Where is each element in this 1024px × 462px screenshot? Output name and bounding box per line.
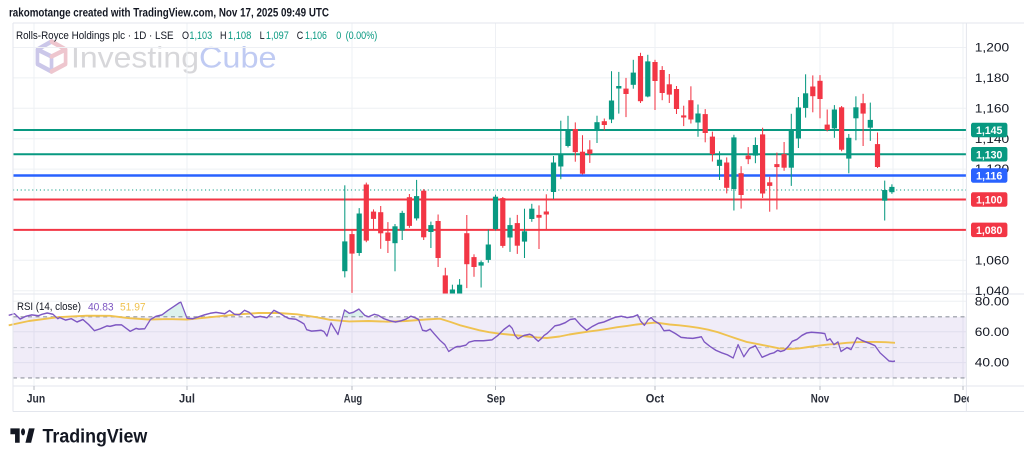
svg-text:60.00: 60.00 bbox=[975, 326, 1009, 339]
svg-text:Sep: Sep bbox=[487, 393, 506, 406]
svg-text:Jun: Jun bbox=[27, 393, 45, 406]
svg-text:H: H bbox=[220, 30, 227, 42]
svg-text:Jul: Jul bbox=[179, 393, 195, 406]
svg-text:1,145: 1,145 bbox=[976, 125, 1003, 137]
svg-text:0: 0 bbox=[336, 30, 341, 42]
svg-text:40.00: 40.00 bbox=[975, 357, 1009, 370]
svg-text:1,116: 1,116 bbox=[976, 171, 1003, 183]
svg-text:80.00: 80.00 bbox=[975, 295, 1009, 308]
svg-text:L: L bbox=[260, 30, 265, 42]
svg-text:O: O bbox=[182, 30, 189, 42]
svg-text:1,130: 1,130 bbox=[976, 150, 1003, 162]
svg-text:Rolls-Royce Holdings plc · 1D: Rolls-Royce Holdings plc · 1D · LSE bbox=[16, 30, 174, 42]
svg-text:Aug: Aug bbox=[344, 393, 362, 406]
svg-text:rakomotange created with Tradi: rakomotange created with TradingView.com… bbox=[9, 7, 329, 20]
svg-text:1,200: 1,200 bbox=[975, 42, 1009, 55]
svg-text:1,160: 1,160 bbox=[975, 102, 1009, 115]
svg-text:40.83: 40.83 bbox=[88, 302, 114, 314]
svg-text:Cube: Cube bbox=[199, 41, 277, 74]
svg-text:RSI (14, close): RSI (14, close) bbox=[17, 301, 81, 313]
svg-text:1,106: 1,106 bbox=[305, 30, 327, 42]
svg-text:1,097: 1,097 bbox=[266, 30, 289, 42]
svg-text:1,108: 1,108 bbox=[228, 30, 252, 42]
svg-text:(0.00%): (0.00%) bbox=[346, 30, 378, 42]
svg-text:C: C bbox=[297, 30, 304, 42]
svg-text:1,040: 1,040 bbox=[975, 285, 1009, 298]
svg-text:1,060: 1,060 bbox=[975, 254, 1009, 267]
svg-text:1,100: 1,100 bbox=[976, 195, 1003, 207]
svg-text:Investing: Investing bbox=[71, 41, 199, 74]
svg-text:1,080: 1,080 bbox=[976, 225, 1003, 237]
svg-text:1,103: 1,103 bbox=[189, 30, 212, 42]
svg-text:Nov: Nov bbox=[811, 393, 829, 406]
svg-text:Dec: Dec bbox=[954, 393, 972, 406]
svg-text:51.97: 51.97 bbox=[120, 302, 146, 314]
svg-text:Oct: Oct bbox=[646, 393, 665, 406]
svg-text:TradingView: TradingView bbox=[42, 425, 147, 447]
svg-text:1,180: 1,180 bbox=[975, 72, 1009, 85]
